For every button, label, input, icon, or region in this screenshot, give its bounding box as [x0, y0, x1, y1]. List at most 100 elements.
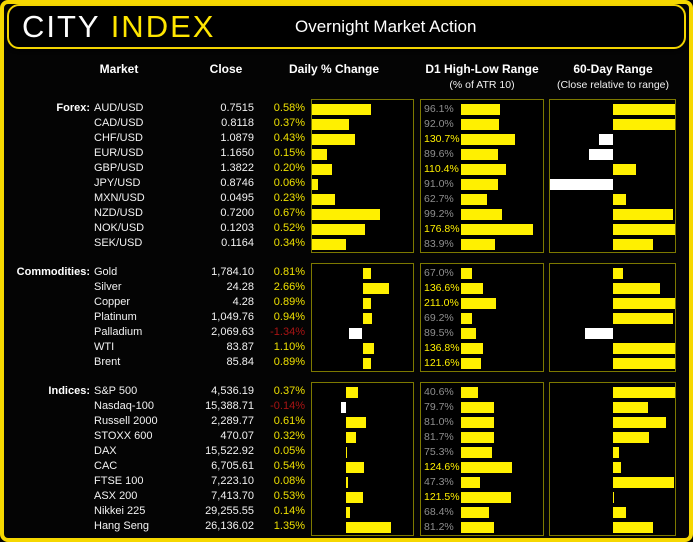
- d1-range-label: 81.7%: [424, 431, 454, 443]
- d1-range-bar: [461, 477, 481, 488]
- daily-change-bar: [345, 462, 364, 473]
- daily-change-bar: [345, 477, 349, 488]
- close-cell: 29,255.55: [205, 505, 254, 517]
- sixty-day-range-bar: [612, 447, 619, 458]
- d1-range-label: 124.6%: [424, 461, 460, 473]
- close-cell: 0.8746: [220, 177, 254, 189]
- close-cell: 0.8118: [221, 117, 254, 129]
- close-cell: 0.1164: [221, 237, 254, 249]
- close-cell: 85.84: [226, 356, 254, 368]
- sixty-day-range-bar: [612, 343, 675, 354]
- section-label: Indices:: [48, 385, 90, 397]
- d1-range-label: 67.0%: [424, 267, 454, 279]
- sixty-day-range-bar: [612, 224, 675, 235]
- sixty-day-range-bar: [588, 149, 613, 160]
- d1-range-label: 136.8%: [424, 342, 460, 354]
- market-cell: CAC: [94, 460, 118, 472]
- market-cell: Nikkei 225: [94, 505, 146, 517]
- d1-range-bar: [461, 328, 476, 339]
- daily-change-bar: [312, 194, 336, 205]
- daily-change-value: 0.05%: [273, 445, 305, 457]
- close-cell: 470.07: [220, 430, 254, 442]
- d1-range-bar: [461, 417, 495, 428]
- daily-change-bar: [312, 224, 365, 235]
- d1-range-label: 121.6%: [424, 357, 460, 369]
- d1-range-chart-box: 96.1% 92.0% 130.7% 89.6% 110.4% 91.0% 62.7% 99.…: [420, 99, 544, 253]
- d1-range-bar: [461, 522, 495, 533]
- market-cell: CAD/USD: [94, 117, 144, 129]
- d1-range-bar: [461, 224, 534, 235]
- daily-change-chart-box: [311, 382, 414, 536]
- daily-change-bar: [362, 358, 372, 369]
- d1-range-bar: [461, 194, 487, 205]
- column-header-daily-change: Daily % Change: [288, 62, 380, 76]
- d1-range-bar: [461, 387, 478, 398]
- d1-range-bar: [461, 492, 511, 503]
- d1-range-label: 110.4%: [424, 163, 459, 175]
- d1-range-chart-box: 67.0% 136.6% 211.0% 69.2% 89.5% 136.8% 121.6%: [420, 263, 544, 372]
- market-cell: SEK/USD: [94, 237, 143, 249]
- daily-change-bar: [312, 134, 356, 145]
- daily-change-value: 0.54%: [273, 460, 305, 472]
- city-index-logo: CITY INDEX: [22, 9, 215, 45]
- market-cell: Brent: [94, 356, 121, 368]
- close-cell: 1,049.76: [211, 311, 254, 323]
- sixty-day-range-bar: [612, 119, 675, 130]
- sixty-day-range-bar: [612, 417, 667, 428]
- d1-range-label: 121.5%: [424, 491, 460, 503]
- market-cell: Copper: [94, 296, 131, 308]
- daily-change-bar: [312, 164, 333, 175]
- daily-change-value: 0.43%: [273, 132, 305, 144]
- sixty-day-range-chart-box: [549, 382, 676, 536]
- daily-change-value: 0.52%: [273, 222, 305, 234]
- close-cell: 24.28: [226, 281, 254, 293]
- daily-change-value: 0.23%: [273, 192, 305, 204]
- close-cell: 7,413.70: [211, 490, 254, 502]
- daily-change-value: 0.32%: [273, 430, 305, 442]
- market-cell: GBP/USD: [94, 162, 144, 174]
- d1-range-bar: [461, 343, 484, 354]
- d1-range-label: 91.0%: [424, 178, 454, 190]
- column-header-d1-range: D1 High-Low Range: [425, 62, 539, 76]
- market-cell: JPY/USD: [94, 177, 141, 189]
- daily-change-value: 0.89%: [273, 296, 305, 308]
- daily-change-bar: [312, 149, 328, 160]
- close-cell: 1,784.10: [211, 266, 254, 278]
- sixty-day-range-bar: [612, 283, 660, 294]
- column-header-market: Market: [99, 62, 139, 76]
- market-cell: NOK/USD: [94, 222, 145, 234]
- daily-change-value: 0.37%: [273, 385, 305, 397]
- d1-range-bar: [461, 462, 513, 473]
- market-cell: EUR/USD: [94, 147, 144, 159]
- daily-change-bar: [362, 268, 371, 279]
- d1-range-label: 68.4%: [424, 506, 454, 518]
- d1-range-bar: [461, 164, 507, 175]
- daily-change-value: 0.61%: [273, 415, 305, 427]
- market-cell: Gold: [94, 266, 118, 278]
- daily-change-bar: [312, 104, 371, 115]
- d1-range-label: 211.0%: [424, 297, 459, 309]
- daily-change-value: 2.66%: [273, 281, 305, 293]
- d1-range-bar: [461, 283, 484, 294]
- daily-change-chart-box: [311, 99, 414, 253]
- close-cell: 1.0879: [220, 132, 254, 144]
- d1-range-bar: [461, 134, 515, 145]
- d1-range-label: 40.6%: [424, 386, 454, 398]
- header-bar: CITY INDEX Overnight Market Action: [7, 4, 686, 49]
- daily-change-bar: [345, 522, 392, 533]
- daily-change-bar: [362, 343, 374, 354]
- d1-range-bar: [461, 179, 499, 190]
- logo-index-text: INDEX: [110, 9, 216, 44]
- market-section: Commodities: 67.0% 136.6% 211.0% 69.2% 89.5% 1…: [0, 263, 693, 372]
- daily-change-value: 0.81%: [273, 266, 305, 278]
- market-section: Indices: 40.6% 79.7% 81.0% 81.7% 75.3% 124.6% 4…: [0, 382, 693, 536]
- sixty-day-range-bar: [612, 164, 637, 175]
- sixty-day-range-bar: [612, 477, 674, 488]
- d1-range-label: 130.7%: [424, 133, 460, 145]
- d1-range-bar: [461, 239, 496, 250]
- close-cell: 83.87: [226, 341, 254, 353]
- daily-change-bar: [340, 402, 346, 413]
- daily-change-bar: [348, 328, 363, 339]
- close-cell: 1.1650: [220, 147, 254, 159]
